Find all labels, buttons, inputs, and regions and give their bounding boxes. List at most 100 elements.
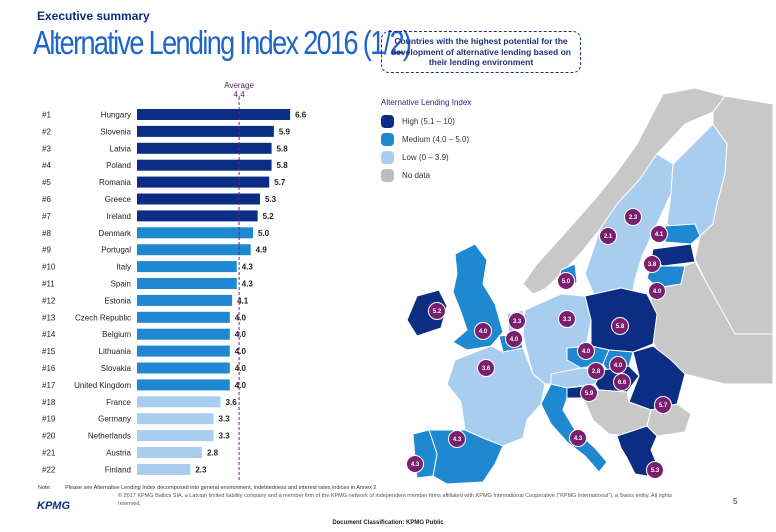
map-bubble [587, 362, 605, 380]
map-bubble [654, 396, 672, 414]
rank-label: #8 [42, 229, 51, 238]
rank-label: #2 [42, 127, 51, 136]
bar [137, 125, 274, 137]
footnote: Note: Please see Alternative Lending Inde… [38, 485, 376, 491]
bar [137, 396, 221, 408]
value-label: 4.0 [235, 347, 247, 356]
page-number: 5 [733, 497, 738, 506]
map-bubble-value: 5.8 [616, 324, 625, 330]
value-label: 5.8 [277, 144, 289, 153]
value-label: 3.3 [219, 432, 231, 441]
bar [137, 328, 230, 340]
rank-label: #16 [42, 364, 56, 373]
map-bubble [406, 455, 424, 473]
rank-label: #5 [42, 178, 51, 187]
map-bubble-value: 5.3 [651, 468, 660, 474]
value-label: 4.0 [235, 330, 247, 339]
map-bubbles: 5.2 4.0 3.3 3.3 4.0 3.6 4.3 4.3 4.3 5.0 2.1 2.3 4.1 3… [406, 208, 672, 479]
map-bubble-value: 4.3 [453, 437, 462, 443]
category-label: Germany [98, 415, 131, 424]
map-bubble-value: 5.7 [659, 403, 668, 409]
map-bubble-value: 4.3 [574, 436, 583, 442]
map-norway [522, 87, 726, 295]
footnote-text: Please see Alternative Lending Index dec… [65, 485, 377, 491]
legend-label-high: High (5.1 – 10) [402, 116, 455, 126]
category-label: Greece [105, 195, 132, 204]
bar [137, 142, 272, 154]
rank-label: #19 [42, 415, 56, 424]
legend-label-nodata: No data [402, 170, 431, 180]
map-bubble [611, 317, 629, 335]
category-label: Lithuania [99, 347, 132, 356]
rank-label: #4 [42, 161, 51, 170]
bar [137, 430, 214, 442]
bar [137, 413, 214, 425]
rank-label: #14 [42, 330, 56, 339]
rank-label: #20 [42, 432, 56, 441]
rank-label: #22 [42, 465, 56, 474]
bar [137, 193, 260, 205]
category-label: Denmark [99, 229, 132, 238]
map-bubble [557, 272, 575, 290]
value-label: 4.1 [237, 296, 249, 305]
map-bubble [477, 359, 495, 377]
map-bubble [624, 208, 642, 226]
category-label: Italy [116, 263, 131, 272]
map-bubble-value: 4.3 [411, 462, 420, 468]
map-bubble-value: 2.8 [592, 369, 601, 375]
category-label: Portugal [101, 246, 131, 255]
bar [137, 345, 230, 357]
average-label: Average [224, 81, 254, 90]
category-label: Estonia [104, 296, 131, 305]
category-label: Spain [111, 280, 131, 289]
legend-swatch-high [381, 114, 394, 128]
category-label: Latvia [110, 144, 132, 153]
map-bubble [505, 330, 523, 348]
category-label: Romania [99, 178, 132, 187]
category-label: Czech Republic [75, 313, 131, 322]
map-bubble [643, 255, 661, 273]
value-label: 5.2 [263, 212, 275, 221]
legend-item-high: High (5.1 – 10) [381, 112, 471, 130]
map-bubble-value: 4.0 [582, 349, 591, 355]
bar [137, 447, 202, 458]
rank-label: #1 [42, 111, 51, 120]
map-bubble [577, 342, 595, 360]
kpmg-logo: KPMG [37, 500, 70, 512]
map-bubble-value: 3.3 [563, 317, 572, 323]
map-bubble-value: 3.3 [513, 319, 522, 325]
footnote-label: Note: [38, 485, 52, 491]
map-bubble-value: 4.0 [510, 337, 519, 343]
rank-label: #6 [42, 195, 51, 204]
bar [137, 261, 237, 273]
map-bubble-value: 5.9 [585, 391, 594, 397]
category-label: Austria [106, 449, 131, 458]
category-label: Slovakia [101, 364, 132, 373]
copyright-text: © 2017 KPMG Baltics SIA, a Latvian limit… [118, 493, 673, 507]
bar [137, 244, 251, 256]
map-bubble [474, 322, 492, 340]
map-bubble [613, 373, 631, 391]
bar [137, 311, 230, 323]
map-bubble [599, 227, 617, 245]
map-france [446, 345, 546, 447]
category-label: Hungary [101, 111, 131, 120]
map-italy [540, 383, 608, 473]
map-bubble-value: 4.0 [479, 329, 488, 335]
category-label: United Kingdom [74, 381, 131, 390]
legend-item-medium: Medium (4.0 – 5.0) [381, 130, 471, 148]
value-label: 6.6 [295, 111, 307, 120]
map-bubble-value: 4.0 [653, 289, 662, 295]
map-callout: Countries with the highest potential for… [381, 31, 581, 73]
value-label: 4.0 [235, 381, 247, 390]
section-label: Executive summary [37, 9, 150, 23]
average-value: 4.4 [234, 90, 246, 99]
bar [137, 109, 291, 120]
value-label: 4.9 [256, 246, 268, 255]
map-countries [406, 87, 774, 484]
legend-label-medium: Medium (4.0 – 5.0) [402, 134, 470, 144]
rank-label: #7 [42, 212, 51, 221]
map-bubble-value: 5.0 [562, 279, 571, 285]
map-bubble-value: 5.2 [433, 309, 442, 315]
legend-title: Alternative Lending Index [381, 98, 472, 107]
